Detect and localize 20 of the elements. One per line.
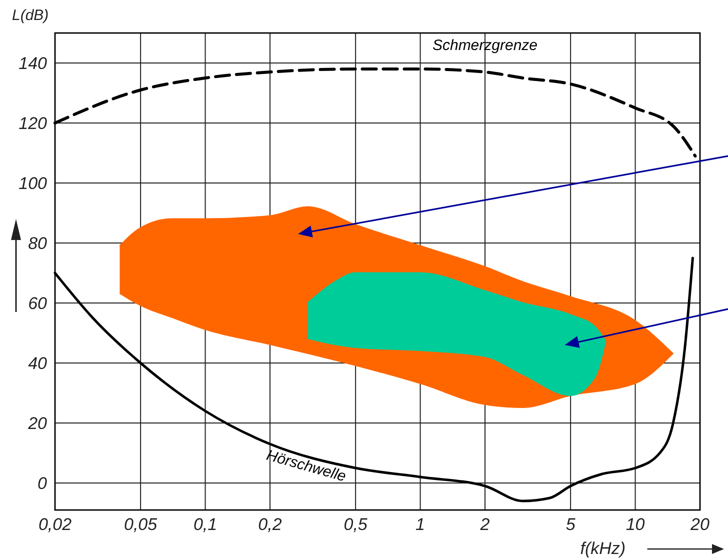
x-tick-label: 5 bbox=[566, 515, 576, 534]
x-tick-label: 1 bbox=[416, 515, 426, 534]
y-tick-label: 80 bbox=[28, 234, 48, 253]
x-tick-label: 2 bbox=[479, 515, 490, 534]
x-tick-label: 0,2 bbox=[258, 515, 282, 534]
y-axis-title: L(dB) bbox=[12, 7, 49, 24]
x-tick-label: 0,05 bbox=[124, 515, 158, 534]
y-tick-label: 20 bbox=[27, 414, 48, 433]
y-tick-label: 0 bbox=[38, 474, 48, 493]
x-axis-title: f(kHz) bbox=[580, 539, 626, 558]
y-tick-label: 120 bbox=[18, 114, 48, 133]
x-tick-label: 0,02 bbox=[38, 515, 72, 534]
y-tick-label: 40 bbox=[28, 354, 48, 373]
x-tick-label: 0,1 bbox=[193, 515, 218, 534]
x-tick-label: 0,5 bbox=[344, 515, 368, 534]
y-tick-label: 60 bbox=[28, 294, 48, 313]
x-tick-label: 20 bbox=[690, 515, 710, 534]
x-tick-label: 10 bbox=[626, 515, 646, 534]
y-tick-label: 140 bbox=[18, 54, 48, 73]
y-tick-label: 100 bbox=[18, 174, 48, 193]
